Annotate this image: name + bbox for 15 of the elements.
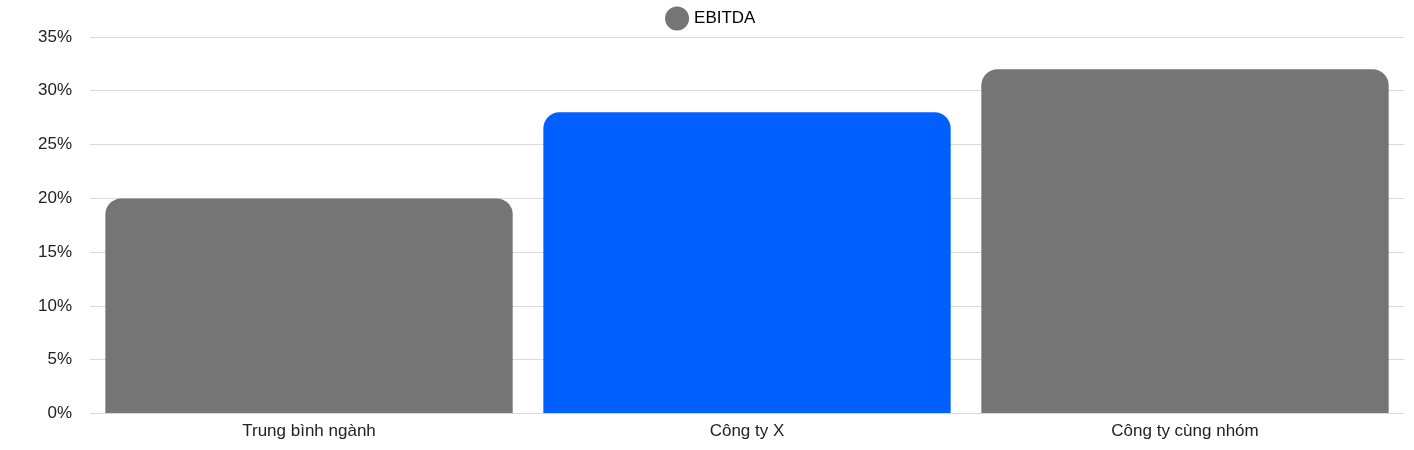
bar — [105, 198, 513, 414]
y-tick-label: 15% — [37, 241, 73, 261]
x-tick-label: Công ty X — [709, 421, 785, 441]
x-tick-label: Công ty cùng nhóm — [1111, 421, 1259, 441]
y-tick-label: 10% — [37, 295, 73, 315]
y-tick-label: 0% — [47, 403, 73, 423]
y-tick-label: 35% — [37, 26, 73, 46]
bar — [543, 112, 951, 414]
legend-label: EBITDA — [694, 8, 757, 28]
y-tick-label: 5% — [47, 349, 73, 369]
x-tick-label: Trung bình ngành — [242, 421, 376, 441]
y-tick-label: 30% — [37, 80, 73, 100]
y-tick-label: 25% — [37, 134, 73, 154]
bar — [981, 69, 1389, 414]
y-tick-label: 20% — [37, 188, 73, 208]
